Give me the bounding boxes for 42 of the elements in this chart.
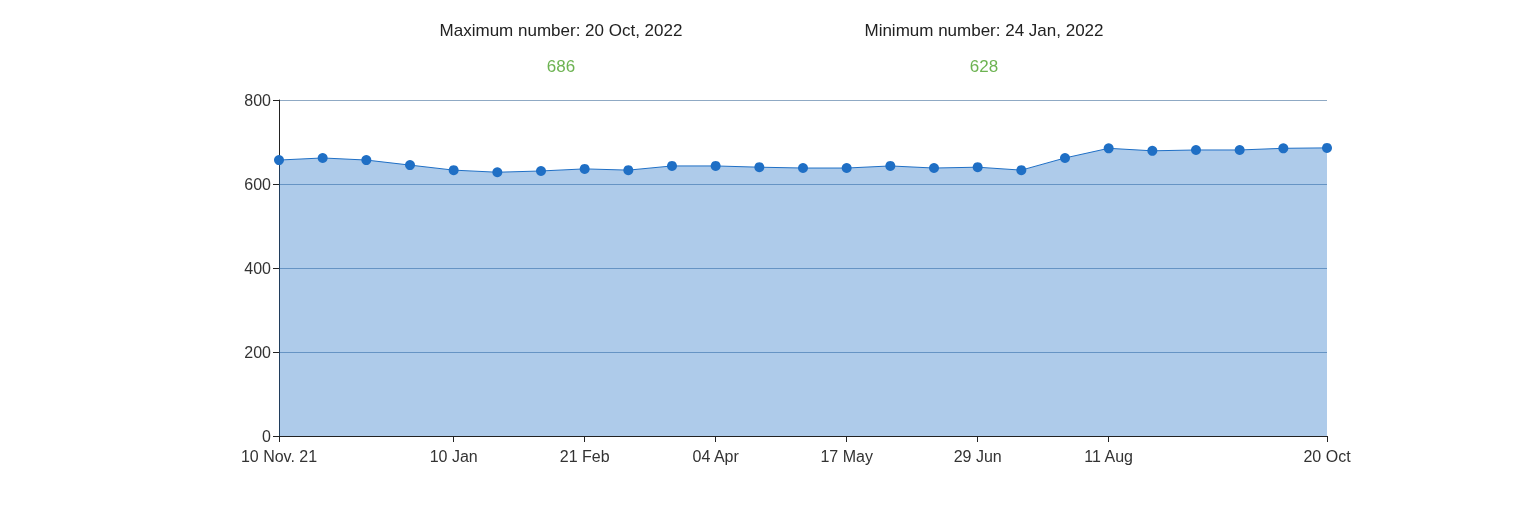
text: 686 xyxy=(546,57,576,76)
x-tick-label: 11 Aug xyxy=(1084,447,1133,465)
point xyxy=(623,165,634,176)
y-tick-label: 400 xyxy=(244,259,272,277)
point xyxy=(1322,142,1332,153)
y-tick-label: 200 xyxy=(244,343,272,361)
x-tick-label: 21 Feb xyxy=(559,447,610,465)
x-tick-label: 10 Nov. 21 xyxy=(240,447,318,465)
text: 628 xyxy=(969,57,999,76)
point xyxy=(448,165,459,176)
point xyxy=(929,163,939,174)
point xyxy=(1060,152,1070,163)
point xyxy=(885,160,896,171)
point xyxy=(274,155,284,166)
point xyxy=(1016,165,1027,176)
x-tick-label: 10 Jan xyxy=(429,447,478,465)
x-tick-label: 17 May xyxy=(820,447,873,465)
point xyxy=(317,152,328,163)
point xyxy=(361,155,372,166)
point xyxy=(1278,143,1289,154)
x-tick-label: 29 Jun xyxy=(953,447,1002,465)
point xyxy=(798,163,808,174)
text: Minimum number: 24 Jan, 2022 xyxy=(864,21,1104,40)
point xyxy=(667,160,677,171)
point xyxy=(1234,144,1245,155)
point xyxy=(1147,145,1158,156)
point xyxy=(1103,143,1114,154)
point xyxy=(1191,144,1201,155)
point xyxy=(710,160,721,171)
point xyxy=(536,165,546,176)
y-tick-label: 800 xyxy=(244,91,272,109)
x-tick-label: 04 Apr xyxy=(692,447,740,465)
x-tick-label: 20 Oct xyxy=(1303,447,1352,465)
point xyxy=(972,162,983,173)
y-tick-label: 0 xyxy=(262,427,272,445)
point xyxy=(579,163,590,174)
point xyxy=(492,167,503,178)
point xyxy=(405,160,415,171)
point xyxy=(754,162,765,173)
y-tick-label: 600 xyxy=(244,175,272,193)
point xyxy=(841,163,852,174)
text: Maximum number: 20 Oct, 2022 xyxy=(439,21,683,40)
